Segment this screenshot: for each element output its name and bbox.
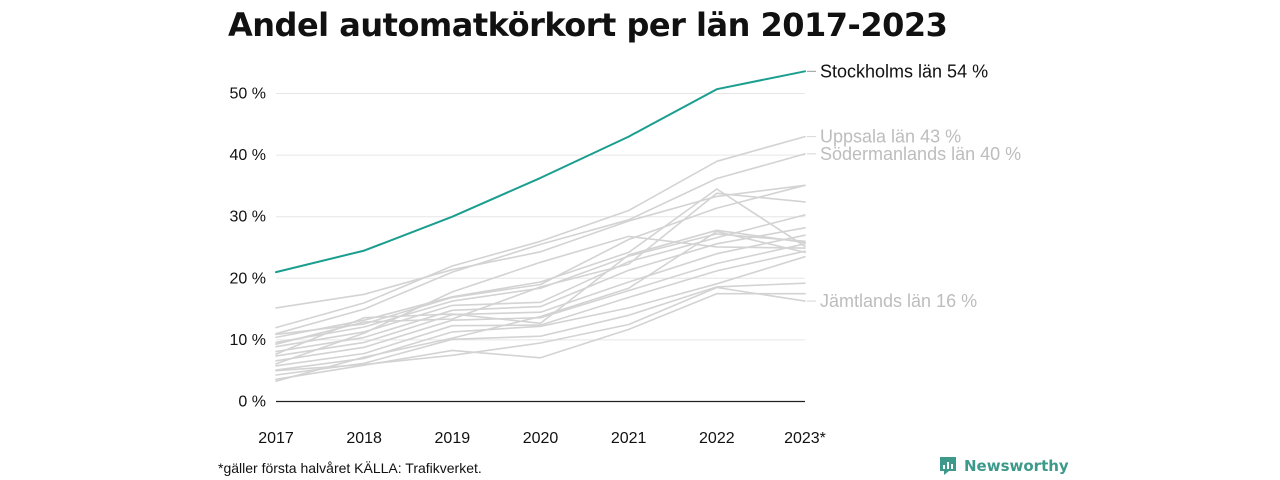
series-line <box>275 153 806 335</box>
y-tick-label: 40 % <box>230 147 266 164</box>
x-tick-label: 2018 <box>346 430 382 447</box>
series-line <box>275 229 806 355</box>
x-tick-label: 2017 <box>258 430 294 447</box>
series-line <box>275 192 806 346</box>
y-tick-label: 20 % <box>230 270 266 287</box>
series-line <box>275 250 806 367</box>
series-line <box>275 235 806 365</box>
x-tick-label: 2023* <box>784 430 826 447</box>
series-end-label: Södermanlands län 40 % <box>820 144 1021 164</box>
series-line <box>275 135 806 329</box>
series-line <box>275 243 806 362</box>
newsworthy-logo-icon <box>940 457 956 475</box>
source-footnote: *gäller första halvåret KÄLLA: Trafikver… <box>218 460 482 476</box>
brand-name: Newsworthy <box>964 457 1069 475</box>
series-line <box>275 184 806 336</box>
chart-title: Andel automatkörkort per län 2017-2023 <box>228 6 948 44</box>
series-line <box>275 282 806 376</box>
series-end-label: Jämtlands län 16 % <box>820 291 977 311</box>
brand-logo[interactable]: Newsworthy <box>938 456 1069 476</box>
x-tick-label: 2019 <box>435 430 471 447</box>
x-tick-label: 2020 <box>523 430 559 447</box>
series-line <box>275 227 806 353</box>
series-line <box>275 233 806 344</box>
series-end-label: Uppsala län 43 % <box>820 127 961 147</box>
series-line <box>275 255 806 371</box>
series-line <box>275 214 806 348</box>
series-end-label: Stockholms län 54 % <box>820 61 988 81</box>
series-line <box>275 184 806 309</box>
series-line <box>275 292 806 381</box>
y-tick-label: 0 % <box>238 394 266 411</box>
x-tick-label: 2021 <box>611 430 647 447</box>
series-line <box>275 188 806 339</box>
y-tick-label: 10 % <box>230 332 266 349</box>
y-tick-label: 30 % <box>230 209 266 226</box>
series-line <box>275 70 806 274</box>
x-tick-label: 2022 <box>699 430 735 447</box>
y-tick-label: 50 % <box>230 86 266 103</box>
series-line <box>275 234 806 357</box>
series-line <box>275 230 806 383</box>
